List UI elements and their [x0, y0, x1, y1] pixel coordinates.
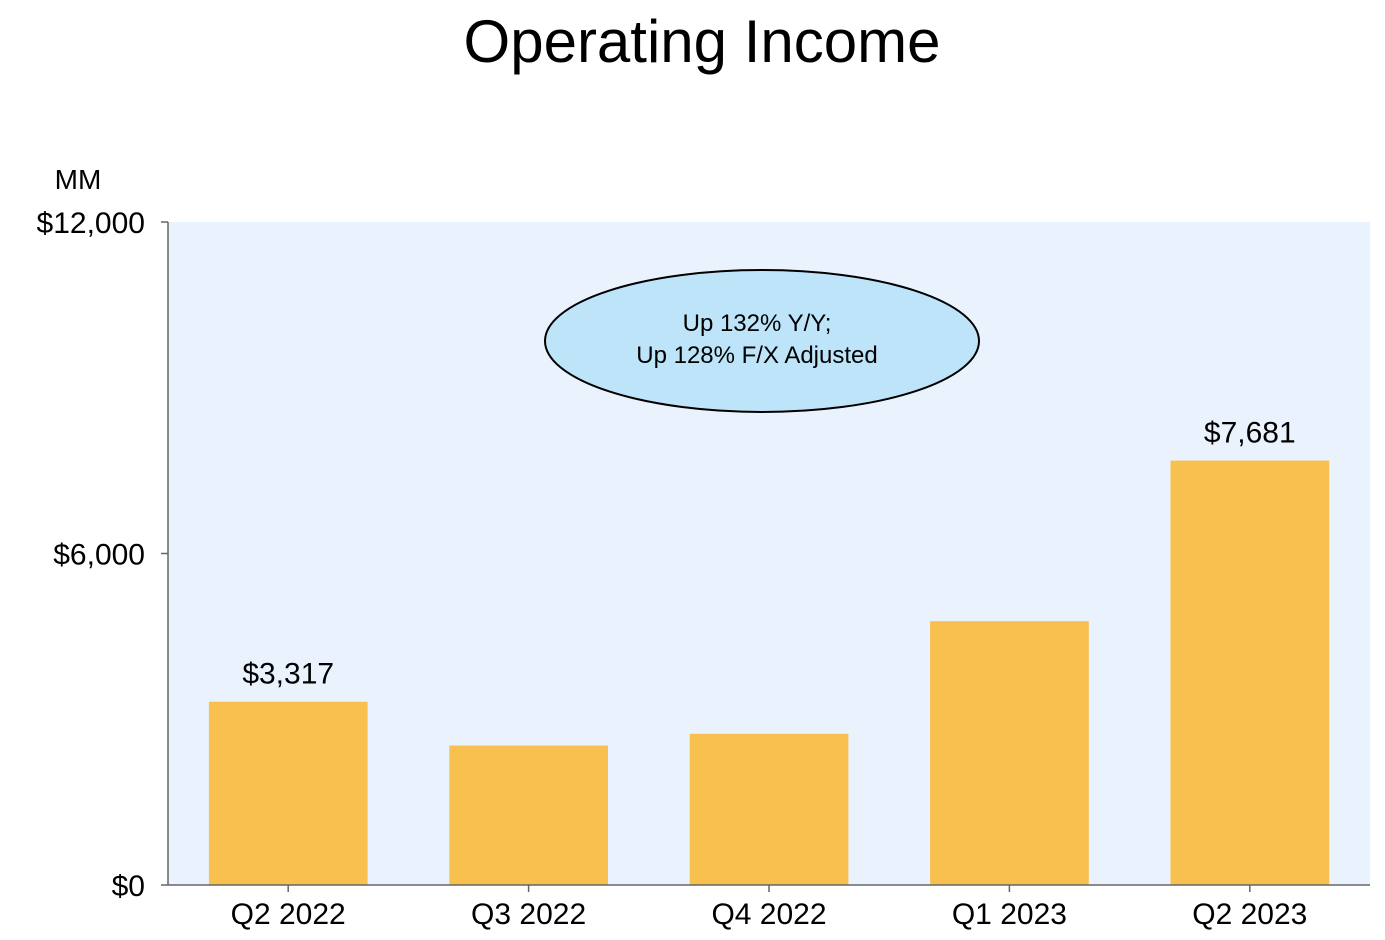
annotation-line-2: Up 128% F/X Adjusted — [636, 342, 877, 369]
y-ticks-group: $0 $6,000 $12,000 — [37, 207, 168, 903]
x-tick-label: Q3 2022 — [471, 898, 586, 931]
annotation-line-1: Up 132% Y/Y; — [683, 310, 832, 337]
x-tick-label: Q1 2023 — [952, 898, 1067, 931]
data-label: $3,317 — [242, 658, 334, 691]
y-tick-label: $12,000 — [37, 207, 145, 240]
bar — [689, 733, 849, 885]
chart-title: Operating Income — [464, 8, 941, 75]
x-tick-label: Q2 2023 — [1192, 898, 1307, 931]
bar — [208, 701, 368, 885]
data-labels-group: $3,317 $7,681 — [242, 417, 1295, 691]
annotation-callout: Up 132% Y/Y; Up 128% F/X Adjusted — [544, 269, 980, 413]
y-tick-label: $0 — [112, 870, 145, 903]
x-ticks-group: Q2 2022 Q3 2022 Q4 2022 Q1 2023 Q2 2023 — [231, 885, 1307, 931]
data-label: $7,681 — [1204, 417, 1296, 450]
bars-group — [208, 460, 1330, 885]
x-tick-label: Q4 2022 — [711, 898, 826, 931]
y-axis-unit-label: MM — [55, 164, 102, 195]
y-tick-label: $6,000 — [53, 539, 145, 572]
annotation-ellipse — [544, 269, 980, 413]
bar — [1170, 460, 1330, 885]
x-tick-label: Q2 2022 — [231, 898, 346, 931]
bar — [449, 745, 608, 885]
bar — [930, 621, 1089, 885]
